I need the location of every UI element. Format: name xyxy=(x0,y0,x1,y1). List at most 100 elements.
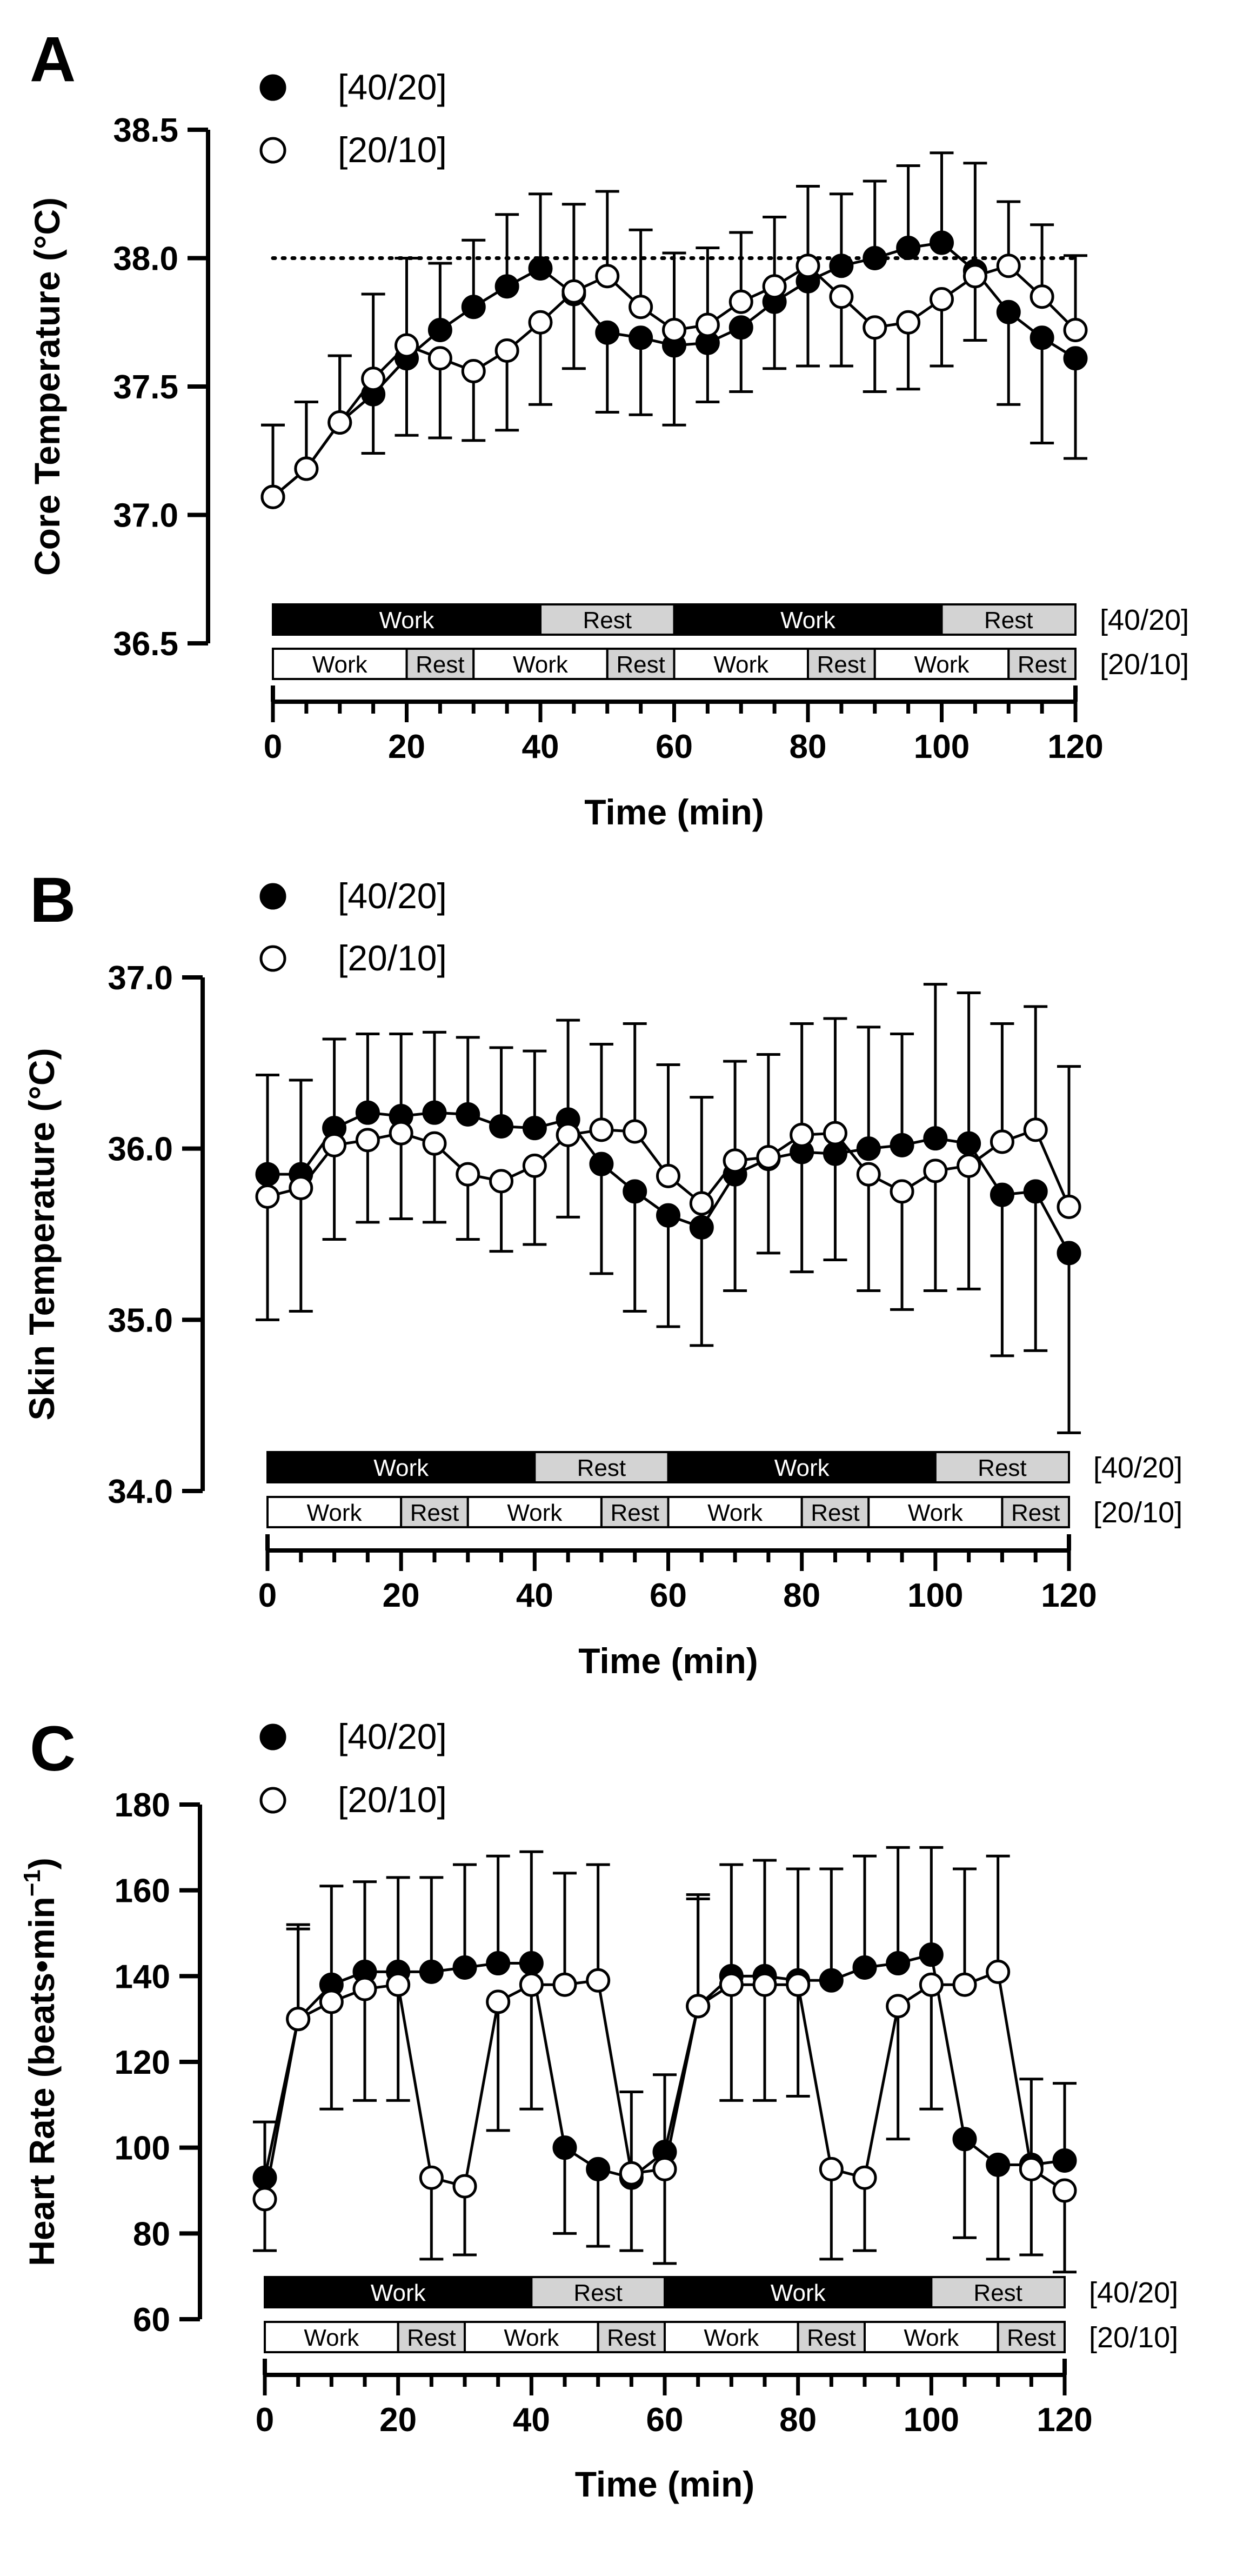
schedule-block-rest xyxy=(934,1451,1071,1483)
data-point-open xyxy=(286,2007,311,2032)
y-axis-title-superscript: −1 xyxy=(19,1869,45,1896)
y-axis-title: Skin Temperature (°C) xyxy=(22,1048,62,1421)
schedule-block-label: Work xyxy=(304,2325,359,2351)
data-point-open xyxy=(863,315,887,340)
data-point-filled xyxy=(957,1131,981,1156)
data-point-open xyxy=(355,1128,380,1153)
data-point-open xyxy=(996,254,1021,278)
schedule-block-work xyxy=(264,2321,399,2353)
x-tick-label: 40 xyxy=(516,1577,553,1614)
data-point-open xyxy=(255,1184,280,1209)
y-axis-title-main: Core Temperature (°C) xyxy=(27,197,67,576)
x-tick-label: 40 xyxy=(522,728,559,766)
data-point-filled xyxy=(1063,346,1088,371)
data-point-filled xyxy=(486,1951,511,1976)
schedule-block-label: Rest xyxy=(577,1455,626,1481)
data-point-open xyxy=(1057,1194,1081,1219)
y-tick-label: 160 xyxy=(115,1873,170,1910)
y-axis-title: Heart Rate (beats•min−1) xyxy=(19,1858,62,2266)
data-point-filled xyxy=(528,256,553,281)
data-point-open xyxy=(923,1159,948,1183)
schedule-block-rest xyxy=(1001,1496,1070,1528)
legend-marker-open xyxy=(259,137,286,164)
data-point-open xyxy=(786,1972,811,1997)
data-point-filled xyxy=(586,2156,611,2181)
schedule-block-label: Rest xyxy=(807,2325,855,2351)
data-point-open xyxy=(1030,284,1054,309)
y-axis-title: Core Temperature (°C) xyxy=(27,197,67,576)
data-point-open xyxy=(957,1153,981,1178)
schedule-block-rest xyxy=(930,2276,1066,2308)
data-point-open xyxy=(728,289,753,314)
schedule-block-rest xyxy=(1007,648,1077,680)
data-point-open xyxy=(352,1976,377,2001)
y-tick-label: 35.0 xyxy=(108,1302,173,1339)
data-point-filled xyxy=(863,246,887,270)
schedule-block-work xyxy=(673,648,809,680)
data-point-open xyxy=(494,338,519,363)
y-axis-title-main: Skin Temperature (°C) xyxy=(22,1048,62,1421)
legend-label: [40/20] xyxy=(338,67,447,107)
data-point-open xyxy=(427,346,452,371)
data-point-open xyxy=(589,1117,614,1142)
data-point-open xyxy=(552,1972,577,1997)
data-point-open xyxy=(395,333,419,358)
schedule-block-rest xyxy=(539,603,676,636)
data-point-open xyxy=(823,1121,847,1146)
schedule-block-label: Work xyxy=(904,2325,959,2351)
data-point-open xyxy=(389,1121,413,1146)
legend-marker-filled xyxy=(259,883,286,910)
schedule-bar-label: [20/10] xyxy=(1100,648,1189,681)
x-tick-label: 60 xyxy=(656,728,693,766)
data-point-open xyxy=(452,2174,477,2199)
schedule-bar-label: [40/20] xyxy=(1089,2277,1178,2309)
schedule-block-label: Work xyxy=(513,651,569,678)
schedule-bar-label: [20/10] xyxy=(1089,2321,1178,2354)
data-point-open xyxy=(528,310,553,335)
data-point-filled xyxy=(552,2135,577,2160)
data-point-filled xyxy=(829,254,854,278)
schedule-block-work xyxy=(667,1451,937,1483)
data-point-open xyxy=(319,1989,344,2014)
data-point-open xyxy=(252,2187,277,2212)
data-point-filled xyxy=(489,1114,514,1139)
data-point-open xyxy=(762,274,787,299)
y-tick-label: 80 xyxy=(133,2215,170,2253)
data-point-filled xyxy=(923,1126,948,1151)
x-tick-label: 80 xyxy=(783,1577,820,1614)
data-point-filled xyxy=(852,1955,877,1980)
schedule-block-work xyxy=(864,2321,999,2353)
y-tick-label: 120 xyxy=(115,2044,170,2081)
x-tick-label: 120 xyxy=(1047,728,1103,766)
data-point-open xyxy=(852,2165,877,2190)
x-axis-title: Time (min) xyxy=(578,1641,758,1681)
schedule-block-label: Rest xyxy=(573,2280,622,2306)
schedule-block-rest xyxy=(400,1496,469,1528)
data-point-open xyxy=(723,1148,747,1173)
series-filled xyxy=(256,983,1081,1434)
data-point-open xyxy=(952,1972,977,1997)
schedule-block-label: Rest xyxy=(616,651,665,678)
data-point-filled xyxy=(452,1955,477,1980)
data-point-filled xyxy=(255,1162,280,1187)
data-point-filled xyxy=(896,236,921,260)
x-tick-label: 100 xyxy=(904,2401,959,2439)
schedule-block-label: Work xyxy=(707,1500,763,1526)
data-point-open xyxy=(422,1131,447,1156)
data-point-open xyxy=(489,1169,514,1194)
y-tick-label: 36.5 xyxy=(113,625,178,663)
schedule-block-label: Rest xyxy=(583,607,632,634)
data-point-open xyxy=(652,2156,677,2181)
data-point-filled xyxy=(252,2165,277,2190)
panel-b: B [40/20] [20/10] 34.0 35.0 36.0 37.0 Skin Temp… xyxy=(22,864,1182,1681)
schedule-block-rest xyxy=(600,1496,670,1528)
series-filled xyxy=(261,151,1087,497)
data-point-open xyxy=(294,456,319,481)
data-point-filled xyxy=(589,1151,614,1176)
data-point-open xyxy=(662,318,686,342)
data-point-open xyxy=(656,1163,680,1188)
data-point-open xyxy=(695,312,720,337)
x-axis-title: Time (min) xyxy=(584,792,764,832)
data-point-open xyxy=(629,295,653,319)
schedule-block-rest xyxy=(405,648,475,680)
